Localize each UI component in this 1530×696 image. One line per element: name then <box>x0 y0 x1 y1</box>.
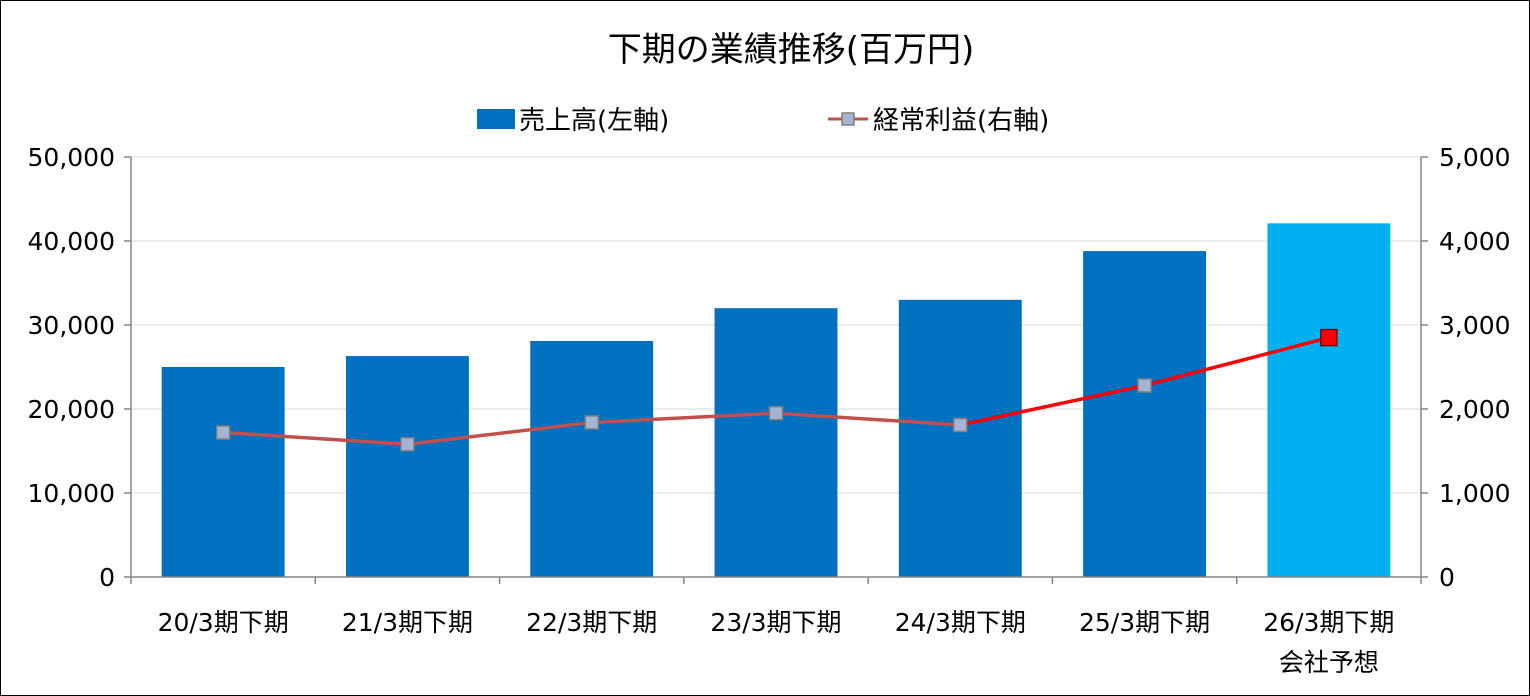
profit-line-segment <box>407 420 592 447</box>
sales-bar-forecast <box>1267 223 1391 578</box>
y-left-tick-label: 10,000 <box>28 479 115 508</box>
legend-swatch-profit-marker <box>841 112 855 126</box>
y-left-tick-label: 50,000 <box>28 143 115 172</box>
profit-line-segment <box>591 411 777 425</box>
legend-label-profit: 経常利益(右軸) <box>873 106 1049 136</box>
x-category-label: 24/3期下期 <box>895 608 1026 637</box>
x-category-label: 20/3期下期 <box>158 608 289 637</box>
profit-marker <box>1137 378 1152 393</box>
profit-marker-forecast <box>1320 328 1338 347</box>
chart-legend: 売上高(左軸) 経常利益(右軸) <box>477 106 1049 136</box>
profit-line-segment-highlight <box>1144 335 1330 388</box>
profit-marker <box>215 425 231 440</box>
y-left-tick-label: 0 <box>99 563 115 592</box>
sales-bar <box>530 340 654 577</box>
profit-line <box>215 328 1338 452</box>
sales-bars <box>161 223 1391 578</box>
x-category-label: 26/3期下期 <box>1263 608 1394 637</box>
axis-labels: 0 10,000 20,000 30,000 40,000 50,000 0 1,000 2,0… <box>28 143 1511 677</box>
x-category-label: 23/3期下期 <box>710 608 841 637</box>
y-left-tick-label: 40,000 <box>28 227 115 256</box>
profit-marker <box>400 437 415 452</box>
x-category-label: 21/3期下期 <box>342 608 473 637</box>
y-left-tick-label: 20,000 <box>28 395 115 424</box>
sales-bar <box>345 356 469 577</box>
y-right-tick-label: 1,000 <box>1439 479 1511 508</box>
axes <box>124 156 1428 584</box>
x-category-label: 会社予想 <box>1279 648 1379 677</box>
chart-title: 下期の業績推移(百万円) <box>608 30 975 70</box>
y-right-tick-label: 5,000 <box>1439 143 1511 172</box>
x-category-label: 25/3期下期 <box>1079 608 1210 637</box>
profit-marker <box>584 415 599 430</box>
sales-bar <box>1083 251 1207 577</box>
legend-label-sales: 売上高(左軸) <box>519 106 669 136</box>
legend-swatch-sales <box>477 109 515 129</box>
profit-line-segment <box>223 430 408 447</box>
y-right-tick-label: 0 <box>1439 563 1455 592</box>
y-right-tick-label: 3,000 <box>1439 311 1511 340</box>
y-left-tick-label: 30,000 <box>28 311 115 340</box>
profit-marker <box>953 417 968 433</box>
profit-line-segment <box>775 411 961 427</box>
y-right-tick-label: 2,000 <box>1439 395 1511 424</box>
profit-line-segment-highlight <box>959 383 1145 427</box>
sales-bar <box>161 367 285 577</box>
x-category-label: 22/3期下期 <box>526 608 657 637</box>
y-right-tick-label: 4,000 <box>1439 227 1511 256</box>
sales-bar <box>714 308 838 577</box>
profit-marker <box>768 405 784 421</box>
sales-bar <box>898 299 1022 577</box>
